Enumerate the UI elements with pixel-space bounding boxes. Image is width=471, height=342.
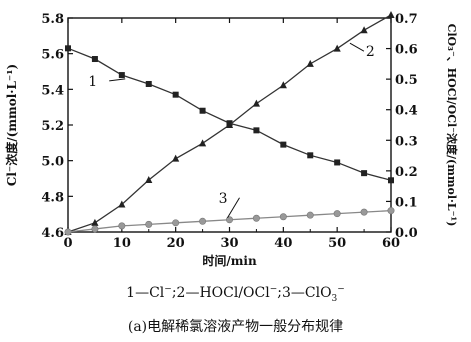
legend-series-3: 3—ClO3− — [281, 284, 345, 304]
y-left-axis-label: Cl⁻浓度/(mmol·L⁻¹) — [4, 64, 19, 186]
series-3-point — [226, 216, 234, 224]
series-1-point — [334, 159, 341, 166]
series-2-point — [333, 44, 341, 52]
legend-sep-1: ; — [171, 284, 177, 301]
series-1-point — [361, 170, 368, 177]
series-3-point — [199, 217, 207, 225]
curve-label-1: 1 — [88, 74, 97, 90]
series-1-point — [307, 152, 314, 159]
y-left-tick-label: 5.2 — [41, 119, 64, 134]
series-1-point — [388, 177, 394, 184]
x-tick-label: 20 — [167, 236, 185, 251]
y-left-tick-label: 5.6 — [41, 48, 64, 63]
series-1-point — [65, 45, 71, 52]
x-tick-label: 30 — [220, 236, 238, 251]
y-left-tick-label: 5.8 — [41, 12, 64, 27]
series-3-point — [91, 225, 99, 233]
curve-label-leader — [349, 42, 365, 52]
series-3-point — [64, 228, 72, 236]
legend-sep-2: ; — [277, 284, 282, 301]
series-2-point — [172, 154, 180, 162]
y-right-tick-label: 0.6 — [395, 43, 418, 58]
series-2-point — [360, 26, 368, 34]
series-layer — [64, 10, 395, 236]
series-2-point — [198, 139, 207, 147]
x-axis-label: 时间/min — [202, 253, 257, 268]
series-1-point — [91, 56, 98, 63]
series-2-point — [91, 218, 99, 226]
legend-s3-sup: − — [337, 284, 345, 294]
y-right-tick-label: 0.0 — [395, 226, 418, 241]
series-3-point — [279, 213, 287, 221]
x-tick-label: 0 — [63, 236, 72, 251]
chart: 0 10 20 30 40 50 60 4.6 4.8 5.0 5.2 5.4 5.6 5.8 0.0 0.1… — [4, 10, 459, 268]
y-left-tick-label: 5.0 — [41, 155, 64, 170]
y-right-tick-label: 0.2 — [395, 165, 418, 180]
series-2-point — [145, 176, 153, 184]
legend-s1-text: 1—Cl — [126, 284, 165, 301]
x-tick-label: 40 — [274, 236, 292, 251]
legend: 1—Cl−;2—HOCl/OCl−;3—ClO3− — [0, 284, 471, 303]
legend-series-1: 1—Cl− — [126, 284, 172, 301]
legend-s2-sup: − — [269, 284, 278, 294]
series-1-point — [145, 80, 152, 87]
series-3-point — [306, 211, 314, 219]
curve-label-leader — [227, 197, 240, 219]
curve-label-leader — [109, 78, 126, 82]
series-3-point — [360, 208, 368, 216]
y-right-tick-label: 0.5 — [395, 73, 418, 88]
y-right-axis-label: ClO₃⁻、HOCl/OCl⁻浓度/(mmol·L⁻¹) — [445, 24, 459, 227]
series-2-point — [252, 99, 261, 107]
series-3-point — [252, 214, 260, 222]
series-3-point — [387, 207, 395, 215]
legend-s3-text: 3—ClO — [281, 284, 332, 301]
series-1-line — [67, 47, 392, 181]
series-2-point — [279, 81, 287, 89]
y-left-tick-label: 4.8 — [41, 190, 64, 205]
series-2-point — [225, 121, 234, 128]
series-1-point — [118, 72, 125, 79]
ticks: 0 10 20 30 40 50 60 4.6 4.8 5.0 5.2 5.4 5.6 5.8 0.0 0.1… — [41, 12, 417, 251]
y-left-tick-label: 4.6 — [41, 226, 64, 241]
series-1-point — [253, 127, 260, 134]
series-3-point — [118, 222, 126, 230]
y-right-tick-label: 0.4 — [395, 104, 418, 119]
curve-label-3: 3 — [219, 191, 228, 207]
legend-s3-sub: 3 — [331, 293, 338, 304]
series-1-point — [172, 91, 179, 98]
y-left-tick-label: 5.4 — [41, 83, 64, 98]
y-right-tick-label: 0.1 — [395, 195, 418, 210]
series-3-point — [145, 220, 153, 228]
series-2-point — [306, 59, 314, 67]
legend-s1-sup: − — [164, 284, 172, 294]
labels-layer: 时间/min Cl⁻浓度/(mmol·L⁻¹) ClO₃⁻、HOCl/OCl⁻浓度/… — [4, 24, 459, 268]
legend-s2-text: 2—HOCl/OCl — [176, 284, 270, 301]
legend-series-2: 2—HOCl/OCl− — [176, 284, 278, 301]
series-2-point — [387, 10, 395, 18]
series-1-point — [199, 107, 206, 114]
x-tick-label: 10 — [113, 236, 131, 251]
series-1-point — [280, 141, 287, 148]
x-tick-label: 60 — [382, 236, 400, 251]
figure-caption: (a)电解稀氯溶液产物一般分布规律 — [127, 319, 344, 335]
series-3-point — [333, 210, 341, 218]
y-right-tick-label: 0.3 — [395, 134, 418, 149]
x-tick-label: 50 — [328, 236, 346, 251]
curve-label-2: 2 — [366, 44, 375, 60]
series-2-point — [118, 200, 126, 208]
series-3-point — [172, 219, 180, 227]
y-right-tick-label: 0.7 — [395, 12, 418, 27]
